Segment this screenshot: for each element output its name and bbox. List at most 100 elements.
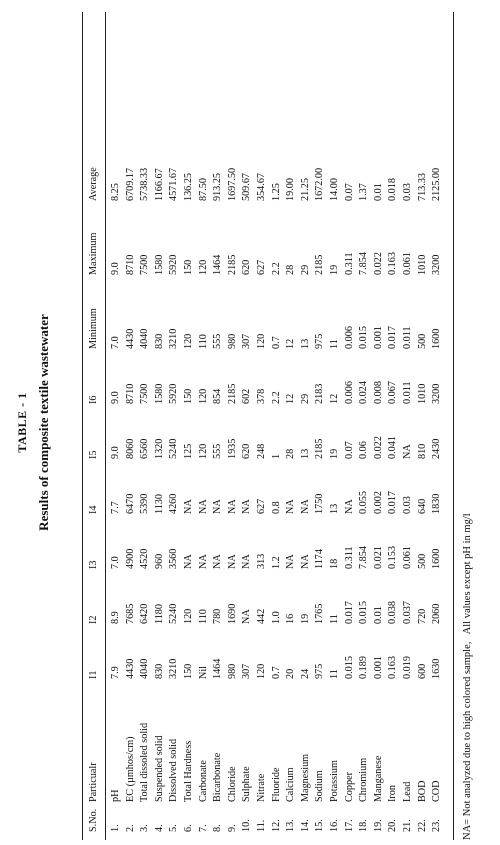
table-cell: NA: [285, 499, 297, 514]
table-cell: NA: [183, 499, 194, 514]
table-cell: 3560: [168, 548, 180, 569]
table-cell: Chloride: [226, 766, 238, 802]
table-cell: 1580: [153, 254, 165, 275]
table-cell: 2185: [314, 254, 326, 275]
table-cell: 0.163: [387, 656, 399, 679]
table-cell: 7.: [197, 824, 209, 832]
table-cell: 0.008: [372, 381, 384, 404]
table-cell: 620: [241, 259, 253, 275]
table-cell: 110: [197, 334, 209, 349]
table-cell: 120: [197, 388, 209, 404]
table-cell: Total Hardness: [183, 740, 194, 802]
table-cell: 1.2: [270, 556, 282, 569]
table-cell: 1600: [431, 328, 443, 349]
table-cell: 19: [329, 264, 340, 275]
table-cell: 5240: [168, 603, 180, 624]
table-cell: 1180: [153, 604, 165, 624]
table-cell: 0.017: [387, 491, 399, 514]
table-cell: 713.33: [416, 172, 428, 201]
table-cell: 980: [226, 663, 238, 679]
table-cell: 28: [285, 264, 297, 275]
table-cell: 2185: [226, 254, 238, 275]
table-row: 11. Nitrate 120 442 313 627 248 378 120 627 354.67: [255, 12, 270, 840]
table-cell: 4900: [124, 548, 136, 569]
table-row: 14. Magnesium 24 19 NA NA 13 29 13 29 21.25: [299, 12, 314, 840]
table-cell: 0.017: [387, 326, 399, 349]
table-cell: 7.854: [358, 252, 370, 275]
table-cell: Lead: [402, 781, 413, 802]
table-cell: 150: [183, 663, 194, 679]
table-cell: 9.0: [110, 391, 121, 404]
table-row: 10. Sulphate 307 NA NA NA 620 602 307 620 509.67: [240, 12, 255, 840]
table-cell: 1690: [226, 603, 238, 624]
table-cell: 0.07: [343, 183, 355, 201]
column-header: Maximum: [88, 232, 99, 275]
table-cell: 2125.00: [431, 167, 443, 201]
table-cell: 0.01: [372, 183, 384, 201]
table-cell: Fluoride: [270, 767, 282, 802]
column-header: I3: [88, 560, 99, 570]
table-cell: pH: [110, 789, 121, 802]
table-cell: Nil: [197, 665, 209, 679]
table-cell: 11.: [256, 819, 267, 832]
table-cell: 1464: [212, 254, 224, 275]
table-row: 9. Chloride 980 1690 NA NA 1935 2185 980 2185 1697…: [226, 12, 241, 840]
table-cell: 6.: [183, 824, 194, 832]
table-row: 20. Iron 0.163 0.038 0.153 0.017 0.041 0.067 0.0…: [386, 12, 401, 840]
table-cell: 509.67: [241, 172, 253, 201]
column-header: I2: [88, 615, 99, 625]
table-row: 8. Bicarbonate 1464 780 NA NA 555 854 555 1464 913…: [211, 12, 226, 840]
table-cell: 136.25: [183, 172, 194, 201]
table-cell: 720: [416, 608, 428, 624]
table-cell: 0.311: [343, 546, 355, 569]
table-cell: 6709.17: [124, 167, 136, 201]
table-subtitle: Results of composite textile wastewater: [36, 314, 51, 531]
table-cell: 28: [285, 448, 297, 459]
table-cell: Chromium: [358, 757, 370, 802]
table-cell: 13: [329, 503, 340, 514]
table-cell: 0.189: [358, 656, 370, 679]
table-cell: 5390: [139, 493, 151, 514]
table-cell: 0.041: [387, 436, 399, 459]
table-cell: 1765: [314, 603, 326, 624]
table-cell: 975: [314, 663, 326, 679]
table-cell: 24: [299, 668, 311, 679]
table-cell: 10.: [241, 819, 253, 832]
table-cell: 307: [241, 663, 253, 679]
table-cell: 12: [285, 393, 297, 404]
table-cell: 0.163: [387, 252, 399, 275]
table-cell: 20: [285, 668, 297, 679]
table-cell: 21.25: [299, 178, 311, 201]
table-cell: 248: [256, 443, 267, 459]
table-cell: 0.07: [343, 441, 355, 459]
table-cell: 17.: [343, 819, 355, 832]
table-cell: 1166.67: [153, 168, 165, 201]
table-cell: Dissolved solid: [168, 738, 180, 802]
column-header: I4: [88, 505, 99, 515]
table-cell: 1464: [212, 658, 224, 679]
table-cell: 7500: [139, 383, 151, 404]
table-cell: 1.25: [270, 183, 282, 201]
table-cell: 0.019: [402, 656, 413, 679]
table-cell: 0.067: [387, 381, 399, 404]
table-cell: 627: [256, 259, 267, 275]
table-cell: NA: [226, 499, 238, 514]
table-cell: 442: [256, 608, 267, 624]
table-cell: 4430: [124, 328, 136, 349]
table-cell: 975: [314, 333, 326, 349]
table-cell: 21.: [402, 819, 413, 832]
table-cell: 555: [212, 333, 224, 349]
table-cell: NA: [212, 499, 224, 514]
table-cell: 980: [226, 333, 238, 349]
table-cell: 1010: [416, 383, 428, 404]
table-cell: 1580: [153, 383, 165, 404]
table-cell: 0.006: [343, 326, 355, 349]
table-cell: 378: [256, 388, 267, 404]
table-cell: NA: [402, 444, 413, 459]
table-cell: 18.: [358, 819, 370, 832]
table-row: 3. Total dissoled solid 4040 6420 4520 5390 65…: [138, 12, 153, 840]
table-cell: 6560: [139, 438, 151, 459]
table-cell: 4430: [124, 658, 136, 679]
table-cell: 12.: [270, 819, 282, 832]
table-cell: 7.0: [110, 556, 121, 569]
